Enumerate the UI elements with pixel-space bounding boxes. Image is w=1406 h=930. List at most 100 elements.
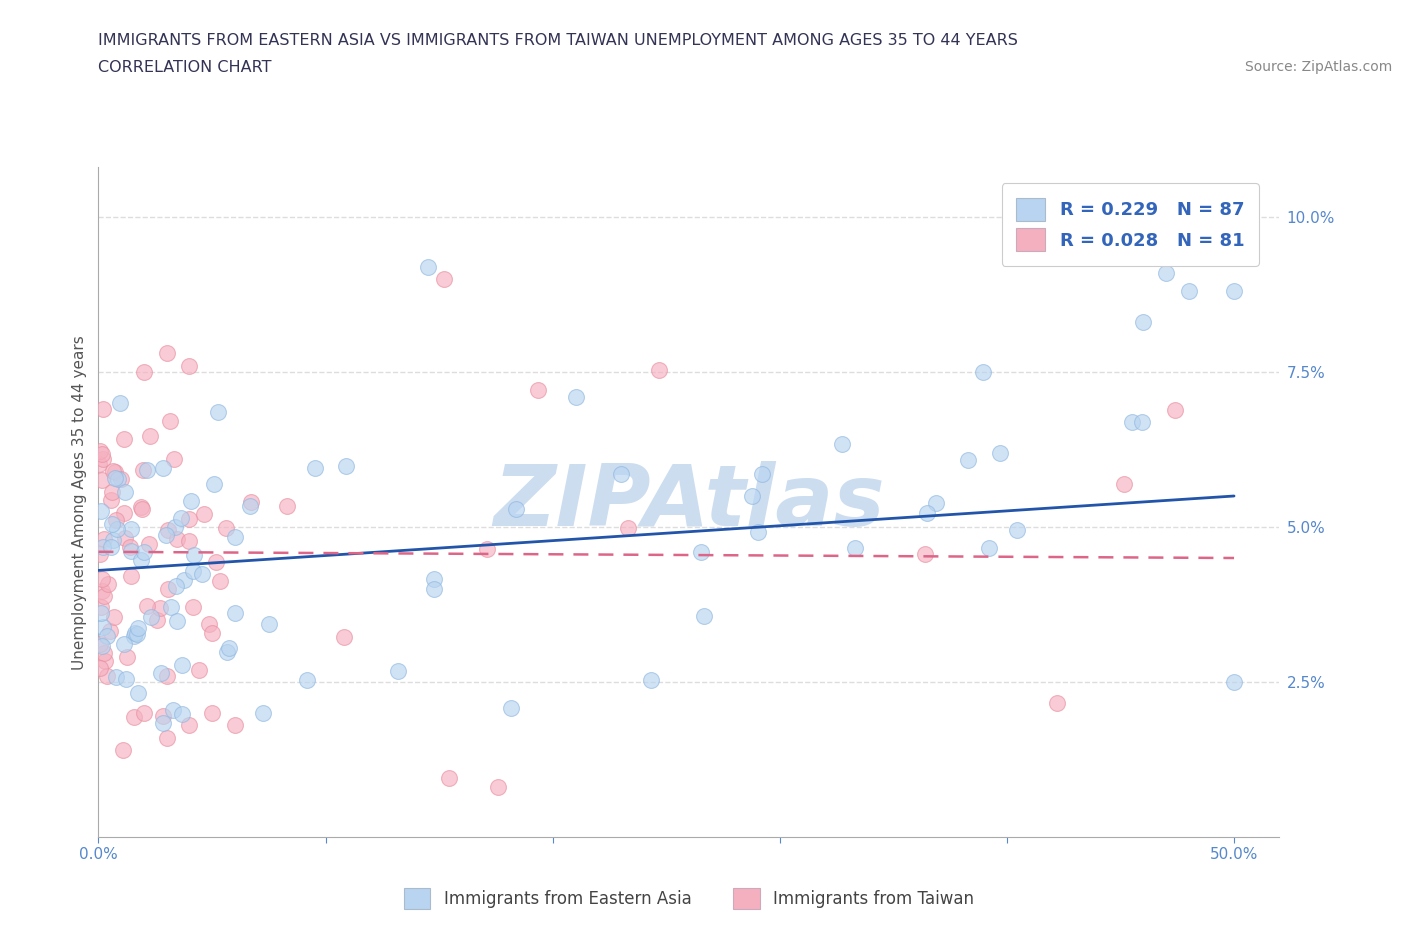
- Point: [990, 445, 1012, 460]
- Legend: Immigrants from Eastern Asia, Immigrants from Taiwan: Immigrants from Eastern Asia, Immigrants…: [396, 881, 981, 916]
- Point: [252, 706, 274, 721]
- Point: [138, 537, 160, 551]
- Point: [89, 660, 111, 675]
- Point: [100, 492, 122, 507]
- Point: [977, 540, 1000, 555]
- Point: [90, 504, 112, 519]
- Point: [150, 666, 173, 681]
- Point: [188, 663, 211, 678]
- Point: [1132, 315, 1154, 330]
- Point: [179, 358, 201, 373]
- Point: [114, 485, 136, 499]
- Point: [209, 573, 232, 588]
- Point: [201, 706, 224, 721]
- Point: [132, 706, 155, 721]
- Point: [139, 609, 162, 624]
- Point: [160, 600, 183, 615]
- Point: [101, 463, 124, 478]
- Point: [276, 498, 298, 513]
- Point: [91, 402, 114, 417]
- Point: [91, 539, 114, 554]
- Point: [91, 583, 114, 598]
- Point: [198, 617, 221, 631]
- Point: [132, 462, 155, 477]
- Point: [1130, 414, 1153, 429]
- Point: [112, 505, 135, 520]
- Point: [124, 626, 146, 641]
- Point: [110, 472, 132, 486]
- Point: [433, 272, 456, 286]
- Point: [647, 362, 669, 377]
- Point: [89, 444, 111, 458]
- Point: [96, 669, 118, 684]
- Point: [972, 365, 994, 379]
- Point: [91, 620, 114, 635]
- Point: [93, 532, 115, 547]
- Point: [179, 512, 201, 526]
- Point: [104, 470, 127, 485]
- Point: [1223, 674, 1246, 689]
- Text: ZIPAtlas: ZIPAtlas: [494, 460, 884, 544]
- Point: [202, 476, 225, 491]
- Point: [114, 530, 136, 545]
- Point: [180, 494, 202, 509]
- Point: [155, 527, 177, 542]
- Point: [1114, 476, 1136, 491]
- Point: [127, 620, 149, 635]
- Point: [304, 461, 326, 476]
- Point: [120, 522, 142, 537]
- Text: CORRELATION CHART: CORRELATION CHART: [98, 60, 271, 75]
- Point: [224, 606, 246, 621]
- Point: [90, 571, 112, 586]
- Point: [170, 511, 193, 525]
- Point: [93, 645, 115, 660]
- Point: [105, 522, 128, 537]
- Point: [90, 605, 112, 620]
- Point: [146, 613, 169, 628]
- Point: [132, 365, 155, 379]
- Point: [87, 457, 110, 472]
- Point: [1046, 696, 1069, 711]
- Point: [122, 629, 145, 644]
- Point: [1164, 403, 1187, 418]
- Point: [215, 521, 238, 536]
- Point: [100, 540, 122, 555]
- Point: [101, 517, 124, 532]
- Point: [152, 709, 174, 724]
- Point: [138, 429, 160, 444]
- Point: [332, 629, 354, 644]
- Point: [97, 576, 120, 591]
- Point: [335, 458, 357, 473]
- Point: [152, 716, 174, 731]
- Point: [505, 501, 527, 516]
- Point: [93, 653, 115, 668]
- Point: [132, 544, 155, 559]
- Point: [93, 589, 115, 604]
- Point: [157, 582, 180, 597]
- Point: [423, 581, 446, 596]
- Point: [475, 541, 498, 556]
- Point: [170, 707, 193, 722]
- Point: [423, 572, 446, 587]
- Point: [915, 505, 938, 520]
- Point: [693, 608, 716, 623]
- Point: [101, 485, 124, 499]
- Point: [217, 644, 239, 659]
- Point: [640, 673, 662, 688]
- Point: [89, 637, 111, 652]
- Point: [103, 610, 125, 625]
- Point: [155, 346, 177, 361]
- Point: [120, 568, 142, 583]
- Point: [135, 462, 157, 477]
- Point: [104, 512, 127, 527]
- Point: [159, 414, 181, 429]
- Point: [117, 650, 139, 665]
- Point: [165, 578, 187, 593]
- Point: [190, 566, 212, 581]
- Point: [610, 466, 633, 481]
- Point: [165, 519, 187, 534]
- Point: [111, 742, 134, 757]
- Point: [156, 669, 179, 684]
- Y-axis label: Unemployment Among Ages 35 to 44 years: Unemployment Among Ages 35 to 44 years: [72, 335, 87, 670]
- Point: [105, 670, 128, 684]
